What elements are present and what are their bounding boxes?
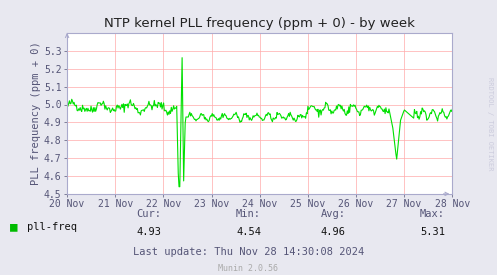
Y-axis label: PLL frequency (ppm + 0): PLL frequency (ppm + 0) [31,42,41,185]
Text: Last update: Thu Nov 28 14:30:08 2024: Last update: Thu Nov 28 14:30:08 2024 [133,247,364,257]
Text: Min:: Min: [236,209,261,219]
Text: RRDTOOL / TOBI OETIKER: RRDTOOL / TOBI OETIKER [487,77,493,170]
Text: ■: ■ [10,220,17,233]
Text: pll-freq: pll-freq [27,222,78,232]
Text: 4.96: 4.96 [321,227,345,237]
Text: Max:: Max: [420,209,445,219]
Text: Cur:: Cur: [137,209,162,219]
Text: 4.93: 4.93 [137,227,162,237]
Text: Munin 2.0.56: Munin 2.0.56 [219,265,278,273]
Text: 4.54: 4.54 [236,227,261,237]
Title: NTP kernel PLL frequency (ppm + 0) - by week: NTP kernel PLL frequency (ppm + 0) - by … [104,17,415,31]
Text: Avg:: Avg: [321,209,345,219]
Text: 5.31: 5.31 [420,227,445,237]
